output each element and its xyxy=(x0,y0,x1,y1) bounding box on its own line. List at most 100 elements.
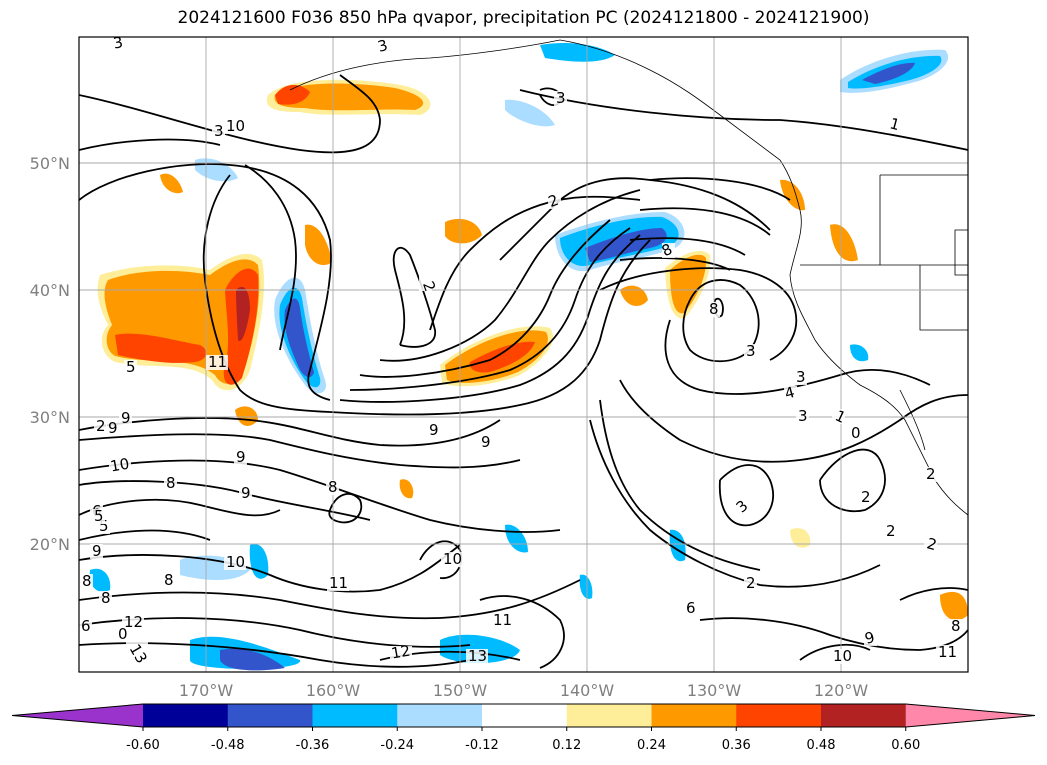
colorbar-extend-max xyxy=(905,704,1035,727)
contour-label: 11 xyxy=(208,353,227,371)
contour-label-bg xyxy=(419,276,432,291)
longitude-labels: 170°W 160°W 150°W 140°W 130°W 120°W xyxy=(179,681,869,700)
lon-label-150w: 150°W xyxy=(433,681,488,700)
contour-label-bg xyxy=(738,499,751,514)
colorbar-segment xyxy=(821,704,907,727)
contour-label: 12 xyxy=(124,613,143,631)
colorbar-extend-min xyxy=(12,704,143,727)
contour-label: 10 xyxy=(226,117,245,135)
colorbar-segment xyxy=(397,704,483,727)
contour-label-bg xyxy=(206,355,228,370)
contour-label-bg xyxy=(466,649,488,664)
colorbar-tick-label: -0.48 xyxy=(211,738,245,753)
colorbar-tick-label: -0.12 xyxy=(465,738,499,753)
contour-label-bg xyxy=(326,480,339,495)
contour-label-bg xyxy=(99,591,112,606)
colorbar-tick-label: 0.12 xyxy=(552,738,581,753)
contour-label: 2 xyxy=(861,488,871,506)
contour-label: 3 xyxy=(214,122,224,140)
colorbar-tick-label: -0.36 xyxy=(296,738,330,753)
contour-label: 3 xyxy=(556,89,566,107)
contour-label-bg xyxy=(684,601,697,616)
contour-label-bg xyxy=(707,302,720,317)
colorbar-segment xyxy=(736,704,822,727)
colorbar-segment xyxy=(566,704,652,727)
contour-label-bg xyxy=(80,574,93,589)
colorbar-segment xyxy=(651,704,737,727)
contour-label: 8 xyxy=(951,617,961,635)
contour-label: 2 xyxy=(96,417,106,435)
plot-frame xyxy=(78,36,969,673)
lon-label-130w: 130°W xyxy=(687,681,742,700)
contour-label-bg xyxy=(479,435,492,450)
contour-label: 3 xyxy=(376,36,390,56)
contour-label-bg xyxy=(744,576,757,591)
contour-label-bg xyxy=(234,450,247,465)
contour-label: 9 xyxy=(481,433,491,451)
colorbar-tick-label: -0.60 xyxy=(126,738,160,753)
contour-labels: 3333122883343102222326981098999659510886… xyxy=(79,33,962,667)
lat-label-40n: 40°N xyxy=(30,281,70,300)
latitude-labels: 50°N 40°N 30°N 20°N xyxy=(30,154,70,554)
lon-label-160w: 160°W xyxy=(306,681,361,700)
contour-label: 5 xyxy=(99,517,109,535)
contour-label: 5 xyxy=(126,358,136,376)
lon-label-170w: 170°W xyxy=(179,681,234,700)
contour-label-bg xyxy=(924,467,937,482)
contour-label: 8 xyxy=(82,572,92,590)
contour-label: 3 xyxy=(796,368,806,386)
contour-label: 12 xyxy=(390,642,412,663)
contour-label-bg xyxy=(936,645,958,660)
contour-label-bg xyxy=(377,39,390,54)
contour-label-bg xyxy=(949,619,962,634)
contour-label-bg xyxy=(548,194,561,209)
lat-label-50n: 50°N xyxy=(30,154,70,173)
contour-label: 8 xyxy=(328,478,338,496)
contour-label-bg xyxy=(924,537,937,552)
contour-label-bg xyxy=(109,459,131,474)
contour-label: 9 xyxy=(108,419,118,437)
contour-label: 10 xyxy=(109,455,131,476)
contour-label-bg xyxy=(427,423,440,438)
colorbar-tick-label: 0.24 xyxy=(637,738,666,753)
contour-label: 8 xyxy=(709,300,719,318)
contour-label-bg xyxy=(390,646,412,661)
contour-label-bg xyxy=(794,370,807,385)
contour-label: 4 xyxy=(783,383,797,403)
contour-label: 2 xyxy=(926,465,936,483)
contour-label-bg xyxy=(224,555,246,570)
colorbar-tick-label: 0.48 xyxy=(807,738,836,753)
contour-label: 3 xyxy=(798,407,808,425)
contour-label-bg xyxy=(212,124,225,139)
contour-label-bg xyxy=(90,544,103,559)
contour-label: 0 xyxy=(851,424,861,442)
contour-label-bg xyxy=(79,619,92,634)
contour-label-bg xyxy=(94,419,107,434)
contour-label: 2 xyxy=(746,574,756,592)
contour-label-bg xyxy=(106,421,119,436)
contour-label-bg xyxy=(239,486,252,501)
contour-label: 3 xyxy=(112,33,125,52)
contour-label-bg xyxy=(554,91,567,106)
colorbar-segment xyxy=(312,704,398,727)
contour-label-bg xyxy=(859,490,872,505)
contour-label-bg xyxy=(126,640,148,655)
contour-label-bg xyxy=(119,411,132,426)
contour-label-bg xyxy=(122,615,144,630)
contour-label: 9 xyxy=(92,542,102,560)
colorbar: -0.60 -0.48 -0.36 -0.24 -0.12 0.12 0.24 0.36 0.4… xyxy=(11,703,1036,753)
contour-label-bg xyxy=(796,409,809,424)
contour-label: 5 xyxy=(94,507,104,525)
contour-label-bg xyxy=(884,524,897,539)
gridlines xyxy=(79,37,968,672)
contour-label: 8 xyxy=(164,571,174,589)
contour-label: 9 xyxy=(241,484,251,502)
contour-label-bg xyxy=(662,243,675,258)
lat-label-20n: 20°N xyxy=(30,535,70,554)
contour-label: 13 xyxy=(468,647,487,665)
colorbar-tick-label: 0.60 xyxy=(891,738,920,753)
contour-label: 2 xyxy=(925,534,939,554)
contour-label-bg xyxy=(832,409,845,424)
contour-label: 1 xyxy=(888,114,902,134)
